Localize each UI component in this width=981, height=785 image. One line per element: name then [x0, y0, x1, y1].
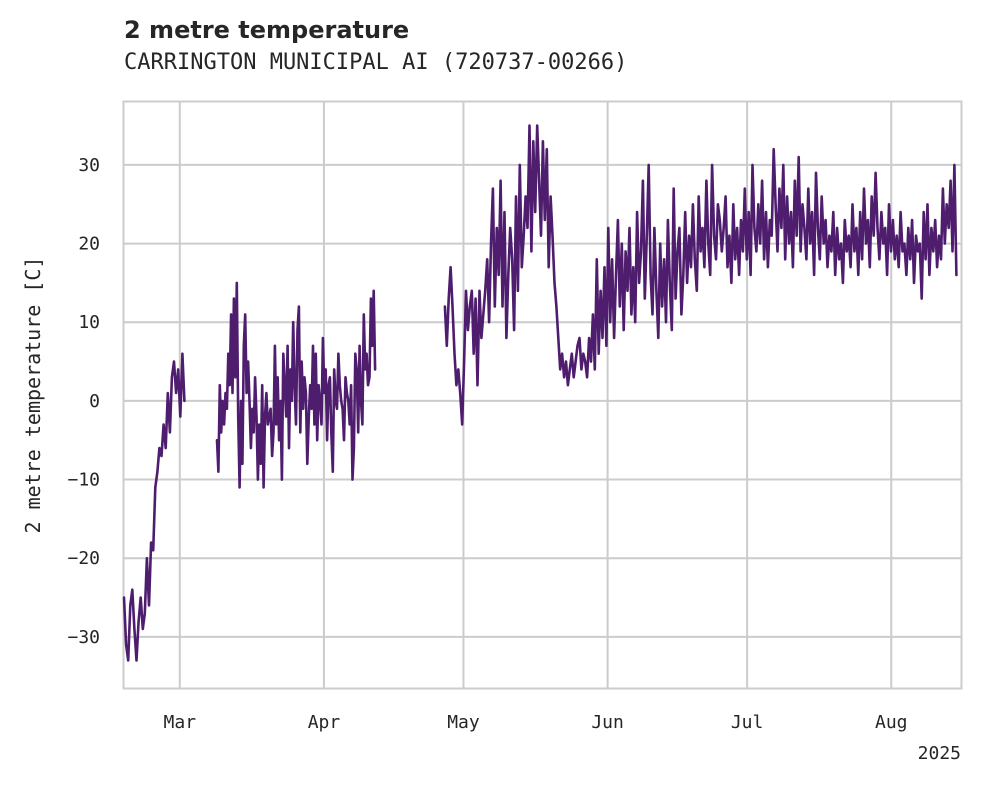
y-tick-label: −20 [67, 548, 100, 569]
x-tick-label: May [447, 712, 480, 733]
y-tick-label: 20 [78, 234, 100, 255]
y-tick-label: −10 [67, 470, 100, 491]
x-tick-label: Mar [164, 712, 197, 733]
x-tick-label: Jul [731, 712, 764, 733]
x-axis-year-label: 2025 [918, 743, 961, 764]
series-line-segment [215, 281, 377, 489]
series-temperature [122, 124, 958, 662]
y-tick-label: 0 [89, 391, 100, 412]
y-tick-label: −30 [67, 627, 100, 648]
series-line-segment [122, 352, 186, 662]
y-axis-ticks: −30 −20 −10 0 10 20 30 [67, 155, 100, 648]
x-tick-label: Apr [308, 712, 341, 733]
y-tick-label: 30 [78, 155, 100, 176]
x-tick-label: Aug [875, 712, 908, 733]
y-axis-label: 2 metre temperature [C] [21, 257, 45, 534]
chart-title: 2 metre temperature [124, 16, 410, 44]
chart-subtitle: CARRINGTON MUNICIPAL AI (720737-00266) [124, 50, 628, 75]
series-line-segment [443, 124, 958, 426]
plot-frame [122, 100, 963, 690]
x-tick-label: Jun [591, 712, 624, 733]
y-tick-label: 10 [78, 312, 100, 333]
x-axis-ticks: Mar Apr May Jun Jul Aug [164, 712, 908, 733]
